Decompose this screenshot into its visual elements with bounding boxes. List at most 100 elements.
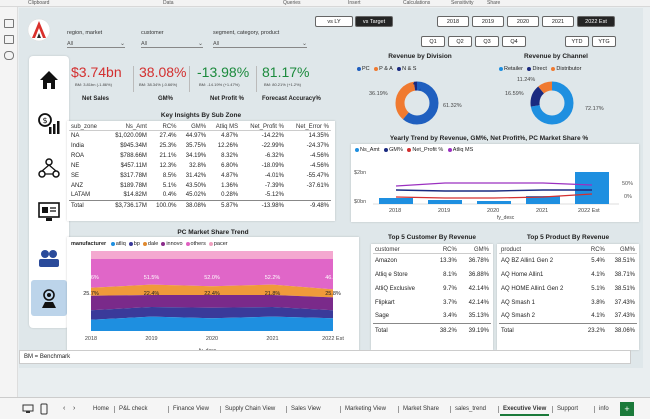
ribbon-insert[interactable]: Insert <box>348 0 361 6</box>
ms-area-chart[interactable]: 46.6% 51.5% 52.0% 52.2% 46.4% 25.7% 22.4% 22.4%… <box>71 251 355 341</box>
finance-growth-icon[interactable]: $ <box>37 112 61 136</box>
customer-col-header[interactable]: customer <box>375 247 400 253</box>
customer-row[interactable]: Sage 3.4% 35.13% <box>373 310 491 324</box>
kpi-forecast-bm: BM: 80.21% (+1.2%) <box>264 82 302 87</box>
product-row[interactable]: AQ HOME Allin1 Gen 2 5.1% 38.51% <box>499 282 637 296</box>
year-button-2020[interactable]: 2020 <box>507 16 539 27</box>
customers-title: Top 5 Customer By Revenue <box>387 234 476 241</box>
customer-col-header[interactable]: GM% <box>474 247 489 253</box>
svg-text:$: $ <box>43 116 48 125</box>
product-col-header[interactable]: RC% <box>590 247 605 253</box>
tab-executive-view[interactable]: Executive View <box>500 402 550 416</box>
tab-scroll-right[interactable]: › <box>73 405 76 412</box>
tab-sales-trend[interactable]: sales_trend <box>455 406 487 412</box>
ms-area-pacer <box>91 251 333 259</box>
product-cell: AQ Smash 1 <box>501 299 536 306</box>
quarter-button-q1[interactable]: Q1 <box>421 36 445 47</box>
customer-row[interactable]: AtliQ Exclusive 9.7% 42.14% <box>373 282 491 296</box>
ytd-button[interactable]: YTD <box>565 36 589 47</box>
product-cell: AQ Smash 2 <box>501 313 536 320</box>
subzone-col-header[interactable]: RC% <box>162 124 177 130</box>
customer-row[interactable]: Atliq e Store 8.1% 36.88% <box>373 268 491 282</box>
subzone-col-header[interactable]: GM% <box>191 124 207 130</box>
customer-col-header[interactable]: RC% <box>442 247 457 253</box>
kpi-forecast-value: 81.17% <box>262 64 310 80</box>
year-button-2019[interactable]: 2019 <box>472 16 504 27</box>
subzone-col-header[interactable]: Ns_Amt <box>125 124 147 130</box>
vs-target-button[interactable]: vs Target <box>355 16 393 27</box>
tab-scroll-left[interactable]: ‹ <box>63 405 66 412</box>
ribbon-queries[interactable]: Queries <box>283 0 301 6</box>
nav-panel: $ <box>29 56 69 328</box>
product-col-header[interactable]: product <box>501 247 522 253</box>
tab-marketing-view[interactable]: Marketing View <box>345 406 386 412</box>
ribbon-data[interactable]: Data <box>163 0 174 6</box>
tab-finance-view[interactable]: Finance View <box>173 406 209 412</box>
slicer-segment-dropdown[interactable]: All ⌄ <box>213 41 307 48</box>
subzone-col-header[interactable]: sub_zone <box>71 124 98 130</box>
quarter-button-q3[interactable]: Q3 <box>475 36 499 47</box>
supply-chain-icon[interactable] <box>37 156 61 180</box>
division-donut[interactable] <box>392 78 442 128</box>
desktop-layout-icon[interactable] <box>22 404 34 414</box>
ribbon-share[interactable]: Share <box>487 0 501 6</box>
customer-row[interactable]: Amazon 13.3% 36.78% <box>373 254 491 268</box>
subzone-col-header[interactable]: Atliq MS <box>215 124 239 130</box>
year-button-2021[interactable]: 2021 <box>542 16 574 27</box>
product-row[interactable]: AQ BZ Allin1 Gen 2 5.4% 38.51% <box>499 254 637 268</box>
subzone-total-cell: Total <box>71 202 84 209</box>
subzone-cell: 4.87% <box>221 172 239 179</box>
product-cell: 3.8% <box>591 299 605 306</box>
subzone-col-header[interactable]: Net_Profit % <box>250 124 284 130</box>
ribbon-calculations[interactable]: Calculations <box>403 0 431 6</box>
ribbon-clipboard[interactable]: Clipboard <box>28 0 50 6</box>
trend-line-net-profit <box>395 193 593 199</box>
product-col-header[interactable]: GM% <box>620 247 635 253</box>
add-page-button[interactable]: + <box>620 402 634 416</box>
subzone-cell: 25.3% <box>159 142 177 149</box>
slicer-customer-value: All <box>141 41 148 47</box>
quarter-button-q2[interactable]: Q2 <box>448 36 472 47</box>
vs-ly-button[interactable]: vs LY <box>315 16 353 27</box>
tab-p-l-check[interactable]: P&L check <box>119 406 148 412</box>
tab-sales-view[interactable]: Sales View <box>291 406 321 412</box>
table-view-icon[interactable] <box>4 35 14 44</box>
subzone-row[interactable]: ROA $788.66M 21.1% 34.19% 8.32% -6.32% -4.56% <box>69 151 331 161</box>
subzone-row[interactable]: LATAM $14.82M 0.4% 45.02% 0.28% -5.12% <box>69 191 331 201</box>
tab-home[interactable]: Home <box>93 406 110 412</box>
customer-row[interactable]: Flipkart 3.7% 42.14% <box>373 296 491 310</box>
tab-market-share[interactable]: Market Share <box>403 406 440 412</box>
report-view-icon[interactable] <box>4 19 14 28</box>
mobile-layout-icon[interactable] <box>40 403 48 415</box>
slicer-region-dropdown[interactable]: All ⌄ <box>67 41 125 48</box>
sales-report-icon[interactable] <box>37 200 61 224</box>
product-row[interactable]: AQ Smash 2 4.1% 37.43% <box>499 310 637 324</box>
ribbon-sensitivity[interactable]: Sensitivity <box>451 0 474 6</box>
subzone-row[interactable]: India $945.34M 25.3% 35.75% 12.26% -22.99% -24… <box>69 141 331 151</box>
subzone-row[interactable]: NE $457.11M 12.3% 32.8% 6.80% -18.09% -4.56% <box>69 161 331 171</box>
subzone-row[interactable]: NA $1,020.09M 27.4% 44.97% 4.87% -14.22% 14.35… <box>69 131 331 141</box>
home-icon[interactable] <box>37 68 61 92</box>
subzone-col-header[interactable]: Net_Error % <box>295 124 329 130</box>
tab-supply-chain-view[interactable]: Supply Chain View <box>225 406 276 412</box>
trend-plot[interactable] <box>373 164 619 206</box>
product-row[interactable]: AQ Smash 1 3.8% 37.43% <box>499 296 637 310</box>
product-row[interactable]: AQ Home Allin1 4.1% 38.71% <box>499 268 637 282</box>
marketing-icon[interactable] <box>37 246 61 270</box>
channel-donut[interactable] <box>527 78 577 128</box>
tab-info[interactable]: info <box>599 406 609 412</box>
subzone-row[interactable]: ANZ $189.78M 5.1% 43.50% 1.36% -7.39% -37.61% <box>69 181 331 191</box>
kpi-gm-bm: BM: 38.34% (-0.66%) <box>139 82 178 87</box>
year-button-2022-est[interactable]: 2022 Est <box>577 16 615 27</box>
chevron-down-icon: ⌄ <box>197 41 203 47</box>
tab-support[interactable]: Support <box>557 406 579 412</box>
subzone-row[interactable]: SE $317.78M 8.5% 31.42% 4.87% -4.01% -55.47% <box>69 171 331 181</box>
kpi-divider <box>256 66 257 92</box>
slicer-customer-dropdown[interactable]: All ⌄ <box>141 41 203 48</box>
model-view-icon[interactable] <box>4 51 14 60</box>
quarter-button-q4[interactable]: Q4 <box>502 36 526 47</box>
executive-view-icon[interactable] <box>37 286 61 310</box>
year-button-2018[interactable]: 2018 <box>437 16 469 27</box>
customers-table: customer RC% GM% Amazon 13.3% 36.78% Atliq e … <box>373 247 491 338</box>
ytg-button[interactable]: YTG <box>592 36 616 47</box>
